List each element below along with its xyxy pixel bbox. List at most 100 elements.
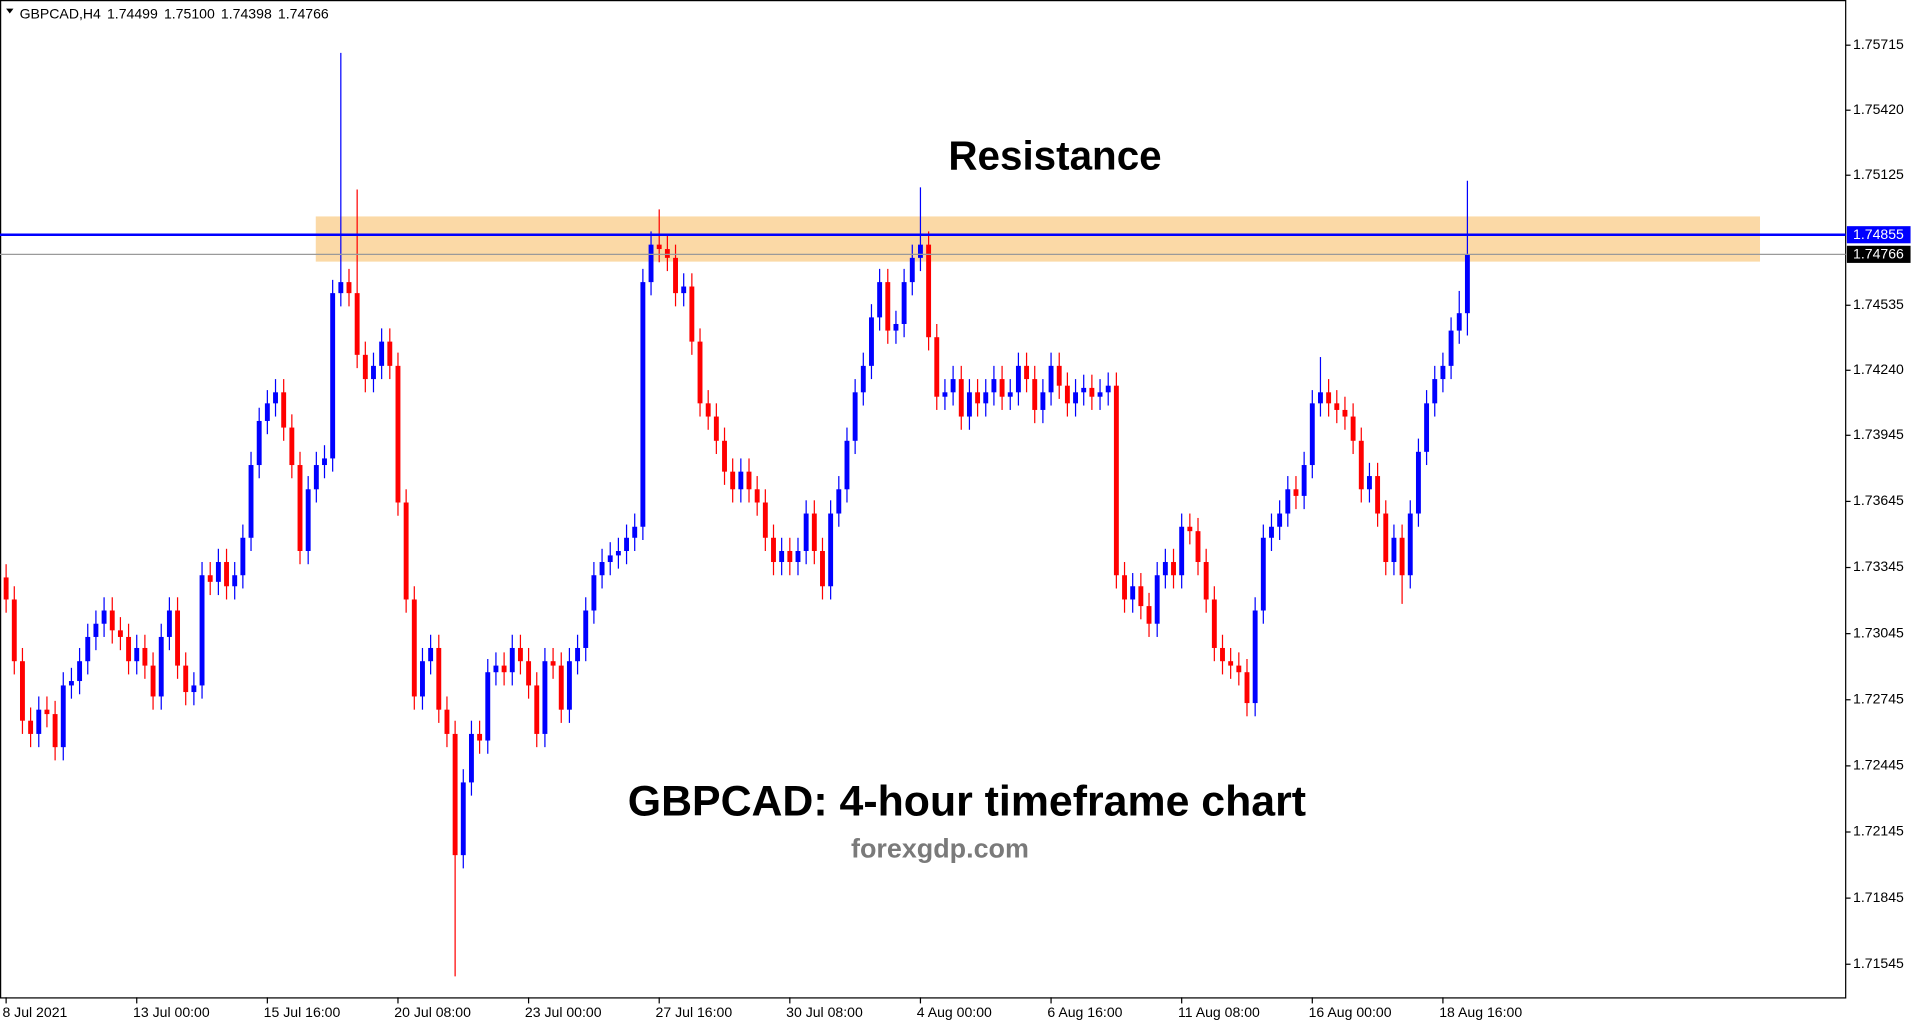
candle-body: [387, 341, 393, 366]
candle-body: [485, 672, 491, 741]
y-tick-label: 1.71545: [1853, 955, 1904, 971]
candle-body: [1399, 537, 1405, 576]
candle-body: [550, 661, 556, 666]
candle-body: [697, 341, 703, 404]
candle-body: [338, 282, 344, 294]
candle-body: [852, 392, 858, 441]
candle-body: [1269, 526, 1274, 538]
candle-body: [36, 709, 42, 734]
x-tick-label: 13 Jul 00:00: [133, 1004, 210, 1020]
candle-body: [273, 392, 278, 404]
candle-body: [1048, 365, 1054, 393]
x-tick-label: 6 Aug 16:00: [1047, 1004, 1122, 1020]
candle-body: [142, 647, 148, 666]
candle-body: [281, 392, 287, 428]
y-tick-label: 1.73945: [1853, 426, 1904, 442]
candle-body: [1056, 365, 1062, 386]
y-tick-label: 1.73045: [1853, 624, 1904, 640]
candle-body: [1024, 365, 1030, 380]
candle-body: [3, 577, 9, 600]
candle-body: [722, 440, 727, 472]
candle-body: [85, 636, 91, 662]
candle-body: [289, 427, 295, 466]
annotation-site: forexgdp.com: [851, 834, 1029, 864]
candle-body: [566, 661, 572, 710]
x-tick-label: 23 Jul 00:00: [525, 1004, 602, 1020]
candle-body: [224, 562, 229, 587]
candle-body: [240, 537, 246, 576]
candle-body: [534, 685, 540, 734]
candle-body: [1138, 586, 1144, 607]
candle-body: [1260, 537, 1266, 611]
candle-body: [1073, 392, 1078, 404]
candle-body: [207, 575, 213, 582]
candle-body: [901, 282, 907, 324]
candle-body: [215, 562, 221, 582]
candle-body: [632, 526, 638, 538]
candle-body: [1187, 526, 1193, 532]
candle-body: [624, 537, 630, 551]
candle-body: [983, 392, 989, 404]
price-label-bg: [1846, 226, 1911, 244]
candle-body: [999, 379, 1005, 397]
candle-body: [1105, 385, 1111, 393]
candle-body: [1130, 586, 1136, 600]
candle-body: [615, 550, 621, 556]
candle-body: [681, 286, 687, 294]
candle-body: [1171, 562, 1176, 576]
candle-body: [1122, 575, 1127, 600]
candle-body: [444, 709, 450, 734]
candle-body: [509, 647, 515, 673]
candle-body: [583, 610, 589, 648]
candle-body: [379, 341, 385, 366]
y-tick-label: 1.74240: [1853, 361, 1904, 377]
candle-body: [738, 471, 744, 490]
candle-body: [558, 665, 564, 710]
candle-body: [477, 733, 483, 741]
candle-body: [591, 575, 597, 611]
candle-body: [93, 623, 99, 637]
candle-body: [1228, 661, 1234, 666]
candle-body: [1154, 575, 1160, 624]
x-tick-label: 30 Jul 08:00: [786, 1004, 863, 1020]
x-tick-label: 16 Aug 00:00: [1309, 1004, 1392, 1020]
chart-header: GBPCAD,H4 1.74499 1.75100 1.74398 1.74766: [20, 5, 329, 21]
candle-body: [126, 636, 132, 662]
candle-body: [395, 365, 401, 503]
candle-body: [411, 599, 417, 697]
candle-body: [958, 379, 964, 417]
candle-body: [19, 661, 25, 721]
candle-body: [607, 555, 613, 563]
candle-body: [811, 513, 817, 551]
candle-body: [403, 502, 409, 600]
header-value: 1.74398: [221, 5, 272, 21]
candle-body: [428, 647, 434, 662]
candle-body: [1432, 379, 1438, 404]
candle-body: [101, 610, 107, 624]
candle-body: [942, 392, 948, 397]
y-tick-label: 1.73645: [1853, 492, 1904, 508]
candle-body: [934, 337, 940, 397]
candle-body: [468, 733, 474, 783]
candle-body: [1211, 599, 1217, 648]
candle-body: [754, 489, 760, 503]
candle-body: [1040, 392, 1046, 410]
candle-body: [673, 257, 678, 294]
candle-body: [1464, 254, 1470, 314]
candle-body: [1326, 392, 1332, 404]
candle-body: [844, 440, 850, 490]
candle-body: [917, 244, 923, 258]
candle-body: [926, 244, 932, 338]
y-tick-label: 1.75715: [1853, 36, 1904, 52]
candle-body: [1097, 392, 1103, 397]
candle-body: [1252, 610, 1258, 704]
annotation-title: GBPCAD: 4-hour timeframe chart: [628, 777, 1306, 825]
candle-body: [109, 610, 115, 631]
candle-body: [322, 458, 327, 466]
candle-body: [1277, 513, 1283, 527]
candle-body: [1383, 513, 1389, 563]
candle-body: [517, 647, 523, 662]
candle-body: [1203, 562, 1209, 600]
candle-body: [730, 471, 736, 490]
candle-body: [460, 782, 466, 856]
